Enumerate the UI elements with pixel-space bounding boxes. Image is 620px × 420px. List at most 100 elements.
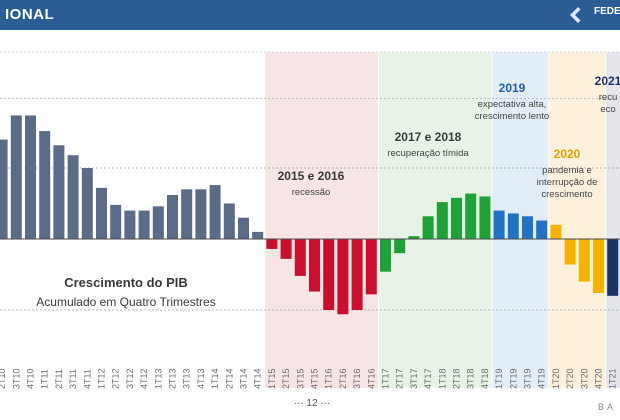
bar-3T11 bbox=[67, 155, 79, 239]
bar-4T11 bbox=[81, 168, 93, 239]
x-tick-label: 3T13 bbox=[182, 368, 192, 389]
x-tick-label: 3T11 bbox=[68, 369, 78, 389]
bar-3T12 bbox=[124, 210, 136, 239]
period-label-p2019: 2019 bbox=[499, 81, 526, 95]
bar-3T14 bbox=[238, 217, 249, 239]
period-label-p2021: 2021 bbox=[595, 74, 620, 88]
x-tick-label: 3T17 bbox=[409, 368, 419, 389]
x-tick-label: 2T19 bbox=[508, 368, 518, 389]
x-tick-label: 2T14 bbox=[224, 368, 234, 389]
x-tick-label: 4T20 bbox=[594, 368, 604, 389]
bar-3T17 bbox=[408, 236, 420, 239]
x-tick-label: 2T20 bbox=[565, 368, 575, 389]
x-tick-label: 4T16 bbox=[366, 368, 376, 389]
x-tick-label: 3T18 bbox=[466, 368, 476, 389]
period-note: recu bbox=[599, 92, 617, 103]
x-tick-label: 2T12 bbox=[111, 368, 121, 389]
x-tick-label: 3T10 bbox=[11, 368, 21, 389]
bar-4T16 bbox=[365, 239, 377, 295]
bar-1T21 bbox=[607, 239, 619, 296]
x-tick-label: 3T12 bbox=[125, 368, 135, 389]
bar-4T20 bbox=[593, 239, 604, 293]
gdp-bar-chart: 2T10 3T10 4T10 1T11 2T11 3T11 4T11 1T12 2T12 3T12… bbox=[0, 51, 620, 389]
bar-4T17 bbox=[422, 216, 434, 239]
bar-1T15 bbox=[266, 239, 278, 249]
bar-1T11 bbox=[39, 131, 51, 239]
x-tick-label: 3T14 bbox=[239, 368, 249, 389]
x-tick-label: 2T15 bbox=[281, 368, 291, 389]
x-tick-label: 4T17 bbox=[423, 368, 433, 389]
x-tick-label: 2T17 bbox=[395, 368, 405, 389]
x-tick-label: 1T18 bbox=[437, 368, 447, 389]
bar-1T16 bbox=[323, 239, 335, 310]
bar-3T16 bbox=[351, 239, 363, 310]
bar-4T19 bbox=[536, 220, 548, 239]
x-tick-label: 1T12 bbox=[97, 368, 107, 389]
x-tick-label: 1T20 bbox=[551, 368, 561, 389]
footer-mark: BA bbox=[598, 402, 617, 412]
bar-2T19 bbox=[507, 213, 519, 239]
page-title: IONAL bbox=[5, 6, 55, 23]
x-tick-label: 4T14 bbox=[253, 368, 263, 389]
x-tick-label: 4T12 bbox=[139, 368, 149, 389]
period-note: crescimento bbox=[541, 189, 592, 200]
period-note: crescimento lento bbox=[475, 111, 549, 122]
bar-4T12 bbox=[138, 210, 150, 239]
bar-4T15 bbox=[309, 239, 320, 292]
bar-4T18 bbox=[479, 196, 491, 239]
bar-1T13 bbox=[152, 206, 164, 239]
period-label-p2017: 2017 e 2018 bbox=[395, 130, 462, 144]
bar-3T18 bbox=[465, 193, 477, 239]
x-tick-label: 3T20 bbox=[579, 368, 589, 389]
period-label-p2020: 2020 bbox=[554, 147, 581, 161]
bar-2T16 bbox=[337, 239, 349, 315]
page-header: IONAL FEDER bbox=[0, 0, 620, 30]
x-tick-label: 1T11 bbox=[40, 369, 50, 389]
bar-3T20 bbox=[578, 239, 590, 282]
x-tick-label: 1T16 bbox=[324, 368, 334, 389]
period-note: recuperação tímida bbox=[387, 148, 469, 159]
x-tick-label: 4T13 bbox=[196, 368, 206, 389]
period-note: eco bbox=[600, 104, 615, 115]
chart-subtitle: Acumulado em Quatro Trimestres bbox=[36, 295, 215, 309]
bar-1T20 bbox=[550, 224, 562, 239]
chart-title: Crescimento do PIB bbox=[64, 275, 188, 290]
x-tick-label: 2T18 bbox=[452, 368, 462, 389]
bar-2T18 bbox=[451, 197, 462, 239]
bar-1T17 bbox=[380, 239, 391, 272]
x-tick-label: 1T17 bbox=[381, 368, 391, 389]
x-tick-label: 4T10 bbox=[26, 368, 36, 389]
bar-1T14 bbox=[209, 185, 221, 239]
bar-1T18 bbox=[436, 202, 448, 239]
x-tick-label: 4T15 bbox=[310, 368, 320, 389]
bar-4T10 bbox=[25, 115, 36, 239]
bar-2T14 bbox=[223, 203, 235, 239]
x-tick-label: 1T13 bbox=[153, 368, 163, 389]
bar-4T14 bbox=[252, 231, 264, 239]
bar-2T17 bbox=[394, 239, 406, 254]
x-tick-label: 1T14 bbox=[210, 368, 220, 389]
x-tick-label: 3T19 bbox=[523, 368, 533, 389]
period-note: expectativa alta, bbox=[478, 99, 547, 110]
x-tick-label: 3T16 bbox=[352, 368, 362, 389]
x-tick-label: 2T13 bbox=[168, 368, 178, 389]
bar-2T12 bbox=[110, 204, 122, 239]
brand-logo bbox=[570, 7, 587, 23]
x-tick-label: 4T18 bbox=[480, 368, 490, 389]
x-tick-label: 1T15 bbox=[267, 368, 277, 389]
x-tick-label: 2T11 bbox=[54, 369, 64, 389]
bar-2T20 bbox=[564, 239, 576, 265]
bar-2T15 bbox=[280, 239, 292, 259]
x-tick-label: 3T15 bbox=[295, 368, 305, 389]
bar-2T13 bbox=[167, 194, 178, 239]
x-tick-label: 4T19 bbox=[537, 368, 547, 389]
brand-logo-text: FEDER bbox=[594, 6, 620, 17]
bar-4T13 bbox=[195, 189, 207, 239]
x-tick-label: 4T11 bbox=[82, 369, 92, 389]
period-note: pandemia e bbox=[542, 165, 592, 176]
bar-3T13 bbox=[181, 189, 193, 239]
bar-3T10 bbox=[10, 115, 22, 239]
x-tick-label: 1T19 bbox=[494, 368, 504, 389]
x-tick-label: 2T16 bbox=[338, 368, 348, 389]
period-note: recessão bbox=[292, 187, 331, 198]
